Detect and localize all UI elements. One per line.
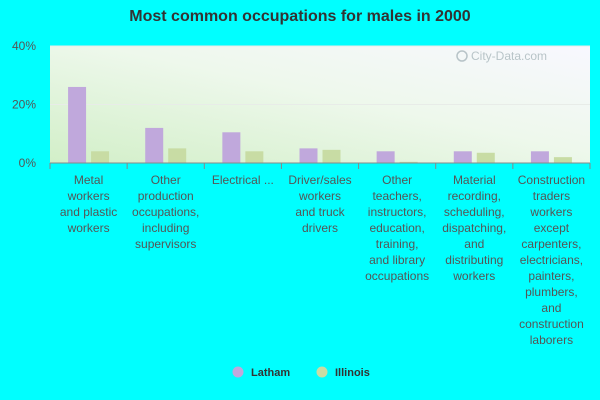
watermark: City-Data.com: [456, 49, 547, 63]
legend-item-latham: Latham: [232, 366, 290, 379]
bar-illinois-1: [168, 148, 187, 163]
x-category-label: Electrical ...: [212, 173, 274, 187]
x-category-label: Metal workers and plastic workers: [60, 173, 117, 235]
y-tick-label: 0%: [19, 156, 37, 170]
x-category-label: Driver/sales workers and truck drivers: [288, 173, 351, 235]
watermark-text: City-Data.com: [471, 49, 547, 63]
legend-label: Illinois: [335, 367, 370, 379]
bar-latham-3: [299, 148, 318, 163]
bar-illinois-5: [476, 152, 495, 163]
y-tick-label: 20%: [12, 98, 36, 112]
bar-latham-6: [530, 151, 549, 163]
bar-latham-5: [453, 151, 472, 163]
y-tick-label: 40%: [12, 39, 36, 53]
x-category-label: Other teachers, instructors, education, trai…: [365, 173, 429, 283]
chart-title: Most common occupations for males in 200…: [129, 8, 471, 25]
bar-illinois-2: [245, 151, 264, 163]
bar-latham-2: [222, 132, 241, 163]
legend-item-illinois: Illinois: [316, 366, 370, 379]
bar-illinois-4: [399, 161, 418, 163]
legend-label: Latham: [251, 367, 290, 379]
legend-swatch: [316, 366, 328, 378]
bar-illinois-6: [553, 157, 572, 163]
bar-latham-0: [68, 86, 87, 163]
x-category-label: Material recording, scheduling, dispatching…: [442, 173, 506, 283]
bar-latham-1: [145, 127, 164, 163]
watermark-icon: [456, 50, 468, 62]
bar-illinois-3: [322, 149, 341, 163]
x-category-label: Construction traders workers except carpente…: [518, 173, 585, 347]
legend-swatch: [232, 366, 244, 378]
x-category-label: Other production occupations, including supe…: [132, 173, 199, 251]
bar-illinois-0: [91, 151, 110, 163]
bar-latham-4: [376, 151, 395, 163]
